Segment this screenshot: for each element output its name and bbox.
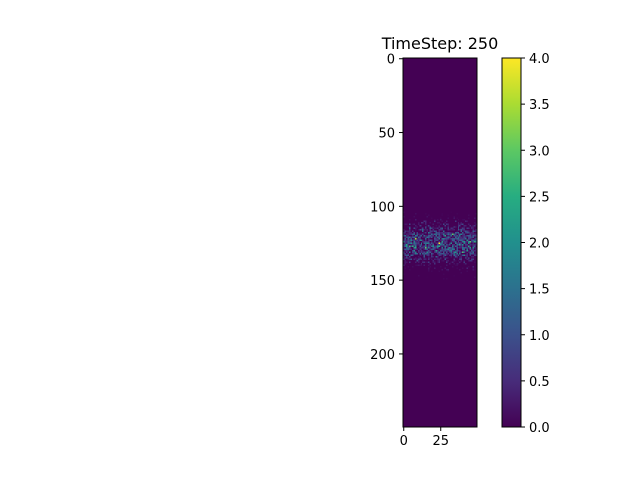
x-tick-label: 0 [400,434,408,449]
y-tick-label: 0 [387,53,395,68]
colorbar-axis: 0.0 0.5 1.0 1.5 2.0 2.5 3.0 3.5 4.0 [521,52,550,436]
heatmap-image [403,58,477,427]
y-tick-label: 100 [370,200,395,215]
plot-frame [402,57,478,428]
colorbar-tick-label: 0.5 [529,375,550,390]
y-tick-label: 50 [378,127,395,142]
x-axis: 0 25 [400,427,449,449]
chart-title: TimeStep: 250 [381,34,499,53]
y-tick-label: 200 [370,348,395,363]
colorbar-tick-label: 2.5 [529,190,550,205]
colorbar-tick-label: 3.5 [529,98,550,113]
y-axis: 0 50 100 150 200 [370,53,403,363]
colorbar [502,58,521,427]
colorbar-tick-label: 2.0 [529,237,550,252]
colorbar-tick-label: 4.0 [529,52,550,67]
x-tick-label: 25 [432,434,449,449]
colorbar-tick-label: 1.0 [529,329,550,344]
colorbar-tick-label: 0.0 [529,421,550,436]
colorbar-tick-label: 1.5 [529,283,550,298]
y-tick-label: 150 [370,274,395,289]
colorbar-tick-label: 3.0 [529,144,550,159]
